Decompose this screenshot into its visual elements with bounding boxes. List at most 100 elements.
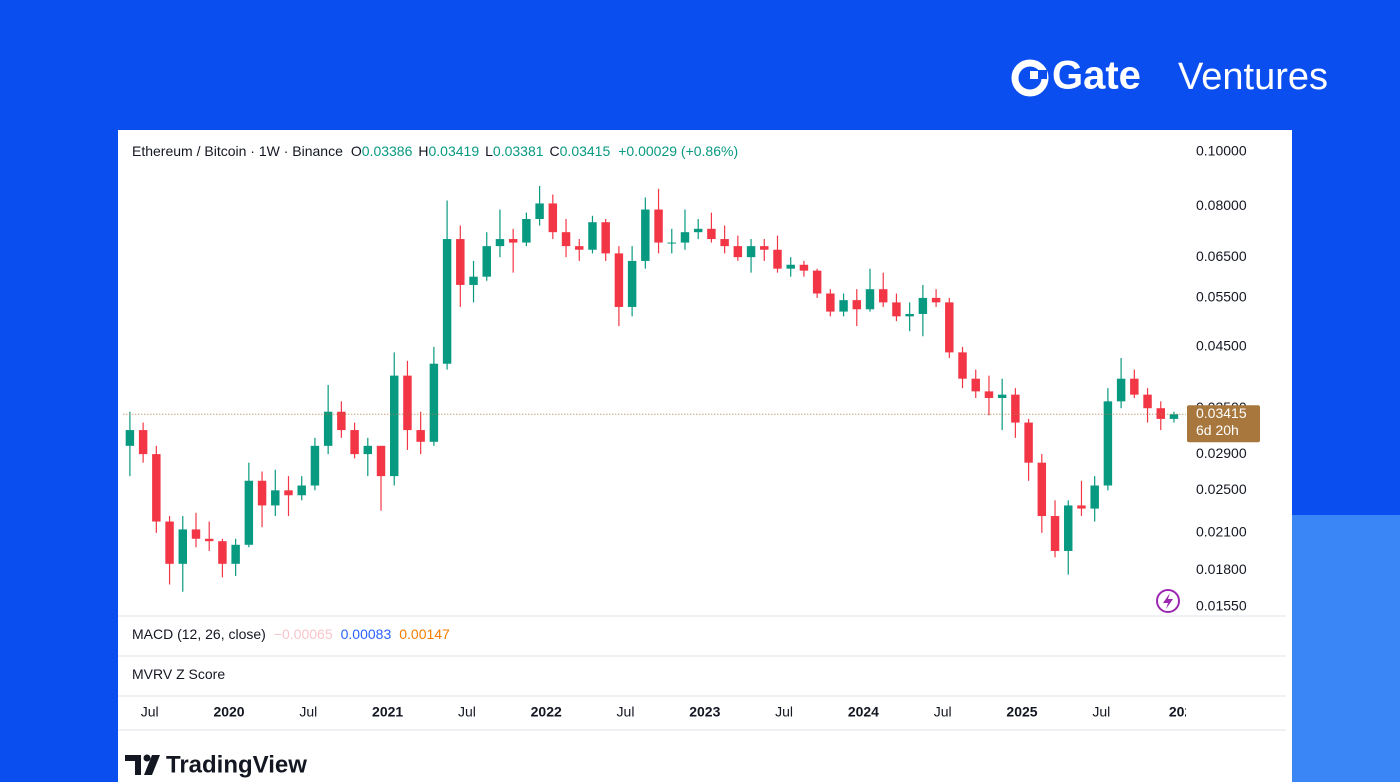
ohlc-key: C xyxy=(549,143,560,159)
candle-body xyxy=(1077,505,1086,509)
x-tick-label: 2022 xyxy=(531,704,562,720)
candle-body xyxy=(958,352,967,379)
candle-body xyxy=(627,260,637,307)
axes: 0.100000.080000.065000.055000.045000.035… xyxy=(141,143,1260,720)
ohlc-key: H xyxy=(418,143,429,159)
candle-body xyxy=(429,363,439,442)
candle-body xyxy=(323,411,333,446)
chart-panel xyxy=(118,130,1292,782)
tv-brand: TradingView xyxy=(166,751,307,778)
candle-body xyxy=(561,232,571,247)
candle-body xyxy=(984,391,994,398)
candle-body xyxy=(522,218,531,243)
candle-body xyxy=(1064,505,1073,551)
gate-logo-cut xyxy=(1030,70,1047,79)
candle-body xyxy=(997,394,1007,398)
candle-body xyxy=(403,375,412,431)
candle-body xyxy=(337,411,346,431)
candle-body xyxy=(548,203,558,233)
candle-body xyxy=(1143,394,1152,409)
x-tick-label: Jul xyxy=(299,704,317,720)
x-tick-label: 2023 xyxy=(689,704,720,720)
candle-body xyxy=(231,544,240,564)
x-tick-label: 202 xyxy=(1169,704,1193,720)
candle-body xyxy=(125,430,135,446)
candle-body xyxy=(257,480,267,506)
last-price-badge xyxy=(1187,405,1260,443)
candle-body xyxy=(641,209,650,261)
candle-body xyxy=(667,242,676,244)
x-tick-label: Jul xyxy=(1092,704,1110,720)
candle-body xyxy=(1156,408,1165,419)
y-tick-label: 0.01550 xyxy=(1196,598,1247,614)
candle-body xyxy=(746,246,756,258)
last-price-label: 0.03415 xyxy=(1196,405,1247,421)
candle-body xyxy=(945,302,954,353)
brand-name: Gate xyxy=(1052,54,1141,98)
alert-bolt xyxy=(1163,593,1173,609)
candle-body xyxy=(284,490,293,496)
candle-body xyxy=(1130,378,1139,395)
ohlc-value: 0.03381 xyxy=(492,143,544,159)
gate-logo: Gate Ventures xyxy=(1011,54,1328,98)
x-tick-label: Jul xyxy=(141,704,159,720)
candle-body xyxy=(152,454,161,522)
candle-body xyxy=(707,228,716,240)
candle-body xyxy=(693,228,703,233)
candle-body xyxy=(350,430,359,455)
candle-body xyxy=(826,293,835,312)
y-tick-label: 0.05500 xyxy=(1196,289,1247,305)
indicator: MVRV Z Score xyxy=(132,666,225,682)
x-tick-label: 2020 xyxy=(213,704,244,720)
candle-body xyxy=(178,529,188,564)
candle-body xyxy=(680,232,690,243)
candle-body xyxy=(204,538,214,542)
alert-ring xyxy=(1156,589,1180,613)
candle-body xyxy=(931,297,941,303)
candle-body xyxy=(733,246,743,258)
tv-logo-dot xyxy=(143,754,151,762)
indicator-value: −0.00065 xyxy=(273,626,333,642)
y-tick-label: 0.02500 xyxy=(1196,481,1247,497)
background-accent xyxy=(1292,515,1400,782)
candle-body xyxy=(918,297,928,314)
tv-logo-bar xyxy=(125,755,141,775)
y-tick-label: 0.08000 xyxy=(1196,197,1247,213)
candle-body xyxy=(310,445,320,486)
candle-body xyxy=(1103,401,1113,486)
candle-body xyxy=(482,246,491,277)
y-tick-label: 0.04500 xyxy=(1196,338,1247,354)
indicator-value: 0.00083 xyxy=(340,626,392,642)
symbol: Ethereum / Bitcoin · 1W · Binance xyxy=(132,143,343,159)
candle-body xyxy=(575,246,584,250)
candle-body xyxy=(971,378,980,392)
candle-body xyxy=(1090,485,1099,509)
tradingview-logo: TradingView xyxy=(125,751,307,778)
candle-body xyxy=(852,300,862,310)
candle-body xyxy=(865,289,875,310)
candle-body xyxy=(812,270,822,294)
candle-body xyxy=(1037,462,1047,517)
y-tick-label: 0.02100 xyxy=(1196,524,1247,540)
candle-body xyxy=(508,239,518,243)
indicator-name: MACD (12, 26, close) xyxy=(132,626,266,642)
candle-body xyxy=(799,264,809,271)
candle-body xyxy=(839,300,848,312)
brand-suffix: Ventures xyxy=(1178,56,1328,98)
candle-body xyxy=(654,209,663,243)
bar-countdown: 6d 20h xyxy=(1196,422,1239,438)
candle-body xyxy=(1116,378,1126,402)
x-tick-label: 2021 xyxy=(372,704,403,720)
candle-body xyxy=(786,264,795,269)
ohlc-key: O xyxy=(350,143,362,159)
plot-area xyxy=(123,185,1186,592)
candle-body xyxy=(588,222,597,250)
y-tick-label: 0.02900 xyxy=(1196,445,1247,461)
candle-body xyxy=(1169,414,1179,419)
candle-body xyxy=(363,445,373,455)
candle-body xyxy=(389,375,399,477)
candle-body xyxy=(892,302,901,317)
candle-body xyxy=(442,239,452,364)
